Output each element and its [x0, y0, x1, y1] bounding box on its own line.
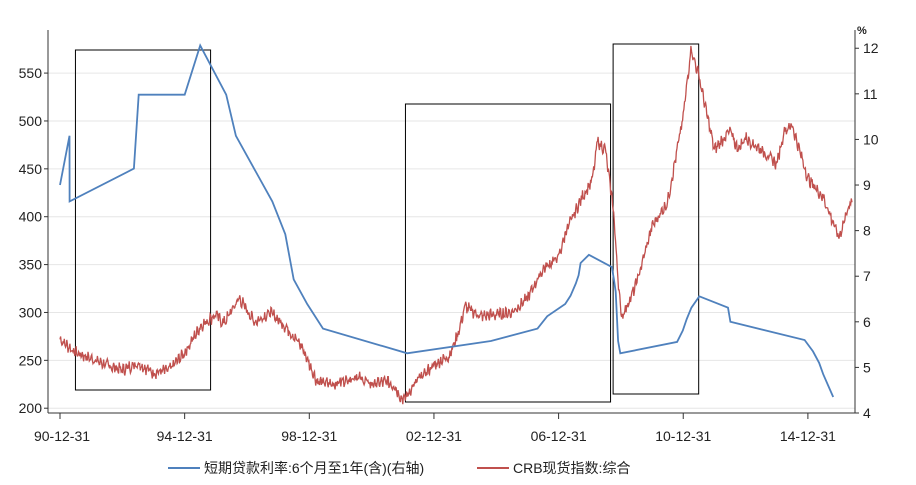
highlight-box — [74, 49, 212, 391]
right-tick-label: 9 — [863, 177, 871, 193]
left-tick-label: 550 — [19, 65, 43, 81]
x-tick-label: 02-12-31 — [406, 428, 462, 444]
right-tick-label: 11 — [863, 86, 878, 102]
right-tick-label: 6 — [863, 314, 871, 330]
right-tick-label: 5 — [863, 359, 871, 375]
series-lines — [59, 43, 853, 405]
crb-series-line — [59, 45, 853, 405]
left-tick-label: 350 — [19, 257, 43, 273]
loan-rate-series-line — [59, 43, 835, 398]
x-tick-label: 06-12-31 — [531, 428, 587, 444]
left-tick-label: 200 — [19, 400, 43, 416]
left-tick-label: 500 — [19, 113, 43, 129]
axes: 200 250 300 350 400 450 500 550 4 5 6 7 8 9 10 11 12% 90-… — [19, 25, 879, 444]
x-tick-label: 10-12-31 — [655, 428, 711, 444]
left-tick-label: 300 — [19, 304, 43, 320]
x-tick-label: 98-12-31 — [281, 428, 337, 444]
x-tick-label: 94-12-31 — [157, 428, 213, 444]
legend-label-loan-rate: 短期贷款利率:6个月至1年(含)(右轴) — [204, 460, 424, 476]
legend-label-crb: CRB现货指数:综合 — [513, 460, 630, 476]
legend: 短期贷款利率:6个月至1年(含)(右轴) CRB现货指数:综合 — [168, 460, 630, 476]
x-tick-label: 14-12-31 — [780, 428, 836, 444]
right-tick-label: 8 — [863, 223, 871, 239]
right-tick-label: 10 — [863, 131, 879, 147]
right-tick-label: 12 — [863, 40, 879, 56]
grid — [48, 72, 855, 409]
right-axis-unit: % — [857, 25, 867, 37]
left-tick-label: 250 — [19, 352, 43, 368]
highlight-box — [404, 103, 612, 403]
x-tick-label: 90-12-31 — [34, 428, 90, 444]
right-tick-label: 7 — [863, 268, 871, 284]
left-tick-label: 400 — [19, 209, 43, 225]
right-tick-label: 4 — [863, 405, 871, 421]
left-tick-label: 450 — [19, 161, 43, 177]
highlight-box — [612, 43, 700, 395]
highlight-boxes — [74, 43, 700, 403]
